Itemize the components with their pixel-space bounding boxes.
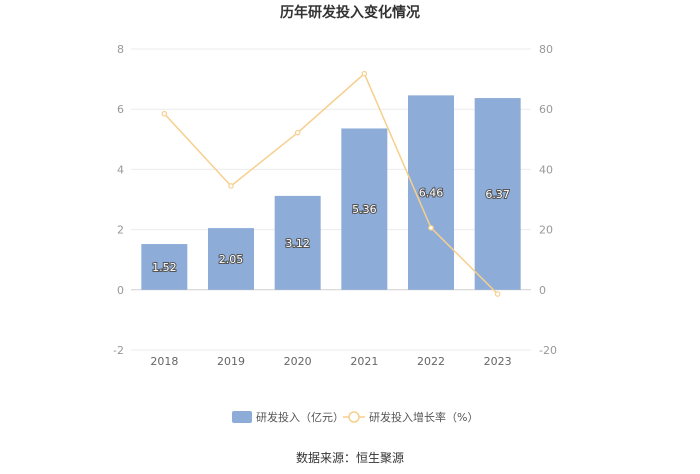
- growth-point: [361, 70, 368, 77]
- right-tick-label: -20: [539, 344, 557, 357]
- data-source: 数据来源：恒生聚源: [296, 450, 404, 465]
- left-tick-label: 4: [117, 163, 124, 176]
- right-tick-label: 60: [539, 103, 553, 116]
- right-axis: -20 0 20 40 60 80: [539, 43, 557, 357]
- line-series: [161, 70, 501, 297]
- chart-title: 历年研发投入变化情况: [280, 4, 420, 21]
- bar-value-label: 2.05: [219, 253, 244, 266]
- growth-point: [494, 291, 501, 297]
- left-tick-label: 2: [117, 224, 124, 237]
- x-tick-label: 2023: [484, 355, 512, 368]
- bar-value-label: 5.36: [352, 203, 377, 216]
- x-tick-label: 2019: [217, 355, 245, 368]
- bar: [274, 195, 321, 290]
- x-tick-label: 2022: [417, 355, 445, 368]
- legend: 研发投入（亿元） 研发投入增长率（%）: [232, 410, 478, 424]
- bar: [341, 128, 388, 290]
- bar-labels: 1.52 2.05 3.12 5.36 6.46 6.37: [151, 186, 511, 275]
- bar-value-label: 6.46: [419, 187, 444, 200]
- right-tick-label: 20: [539, 224, 553, 237]
- right-tick-label: 40: [539, 163, 553, 176]
- x-axis: 2018 2019 2020 2021 2022 2023: [150, 355, 511, 368]
- growth-point: [161, 110, 168, 117]
- growth-point: [428, 224, 434, 231]
- right-tick-label: 0: [539, 284, 546, 297]
- x-tick-label: 2020: [284, 355, 312, 368]
- bar-value-label: 6.37: [485, 188, 510, 201]
- grid-lines: [131, 48, 531, 351]
- bar-series: [141, 95, 521, 290]
- bar: [141, 244, 188, 290]
- left-axis: -2 0 2 4 6 8: [113, 43, 124, 357]
- bar: [474, 98, 521, 290]
- left-tick-label: 0: [117, 284, 124, 297]
- x-tick-label: 2018: [150, 355, 178, 368]
- left-tick-label: 8: [117, 43, 124, 56]
- growth-point: [294, 129, 301, 136]
- x-tick-label: 2021: [350, 355, 378, 368]
- left-tick-label: -2: [113, 344, 124, 357]
- growth-line: [163, 72, 499, 295]
- legend-line-label[interactable]: 研发投入增长率（%）: [369, 410, 478, 424]
- bar-value-label: 1.52: [152, 261, 177, 274]
- left-tick-label: 6: [117, 103, 124, 116]
- legend-bar-label[interactable]: 研发投入（亿元）: [256, 410, 344, 424]
- bar-value-label: 3.12: [285, 237, 310, 250]
- legend-bar-swatch[interactable]: [232, 411, 252, 423]
- legend-line-marker: [348, 411, 360, 423]
- right-tick-label: 80: [539, 43, 553, 56]
- growth-point: [228, 183, 234, 189]
- bar: [208, 228, 254, 290]
